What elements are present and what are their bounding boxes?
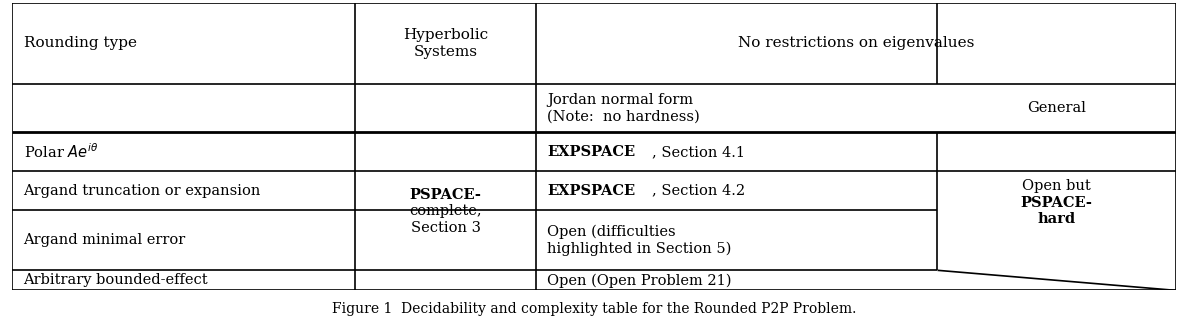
Text: Open (difficulties
highlighted in Section 5): Open (difficulties highlighted in Sectio… — [548, 225, 732, 256]
Text: Figure 1  Decidability and complexity table for the Rounded P2P Problem.: Figure 1 Decidability and complexity tab… — [331, 302, 857, 316]
Text: PSPACE-: PSPACE- — [410, 188, 481, 202]
Text: Jordan normal form
(Note:  no hardness): Jordan normal form (Note: no hardness) — [548, 93, 700, 123]
Text: PSPACE-: PSPACE- — [1020, 196, 1093, 210]
Text: Argand minimal error: Argand minimal error — [24, 233, 185, 247]
Text: No restrictions on eigenvalues: No restrictions on eigenvalues — [738, 37, 974, 50]
Text: Argand truncation or expansion: Argand truncation or expansion — [24, 183, 261, 198]
Text: EXPSPACE: EXPSPACE — [548, 145, 636, 159]
Text: Open (Open Problem 21): Open (Open Problem 21) — [548, 273, 732, 287]
Text: Section 3: Section 3 — [411, 221, 481, 235]
Text: Open but: Open but — [1023, 180, 1091, 193]
Text: , Section 4.1: , Section 4.1 — [652, 145, 745, 159]
Text: complete,: complete, — [409, 205, 482, 218]
Text: Rounding type: Rounding type — [24, 37, 137, 50]
Text: Polar $Ae^{i\theta}$: Polar $Ae^{i\theta}$ — [24, 143, 97, 161]
Text: EXPSPACE: EXPSPACE — [548, 183, 636, 198]
Text: hard: hard — [1038, 212, 1076, 226]
Text: , Section 4.2: , Section 4.2 — [652, 183, 745, 198]
Text: Arbitrary bounded-effect: Arbitrary bounded-effect — [24, 273, 208, 287]
Text: General: General — [1028, 101, 1086, 115]
Text: Hyperbolic
Systems: Hyperbolic Systems — [403, 28, 488, 59]
